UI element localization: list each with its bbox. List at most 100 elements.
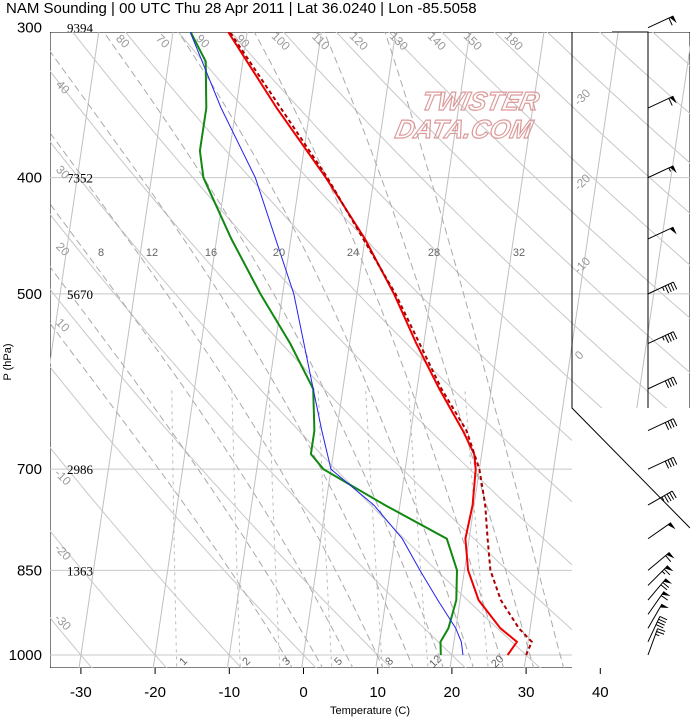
wind-barb-staff [647, 15, 674, 29]
adiabat-label: 150 [461, 29, 485, 53]
wind-barb [647, 551, 675, 571]
isotherm-left-label: -20 [52, 541, 74, 563]
wind-barb-feather [664, 460, 670, 469]
x-tick-label: -10 [218, 684, 240, 701]
wind-barb-feather [660, 595, 669, 601]
wind-barb-staff [647, 95, 674, 109]
pressure-tick-label: 500 [17, 286, 42, 303]
wind-barb-staff [647, 603, 663, 629]
wind-barb [647, 15, 677, 29]
adiabat-label: 90 [233, 31, 253, 51]
wind-barb-feather [670, 458, 675, 467]
wind-barb-staff [647, 165, 674, 179]
wind-barb-flag [661, 591, 671, 597]
mixing-ratio-label: 24 [347, 247, 359, 259]
wind-barb [647, 578, 673, 601]
x-tick-label: 20 [444, 684, 461, 701]
chart-title: NAM Sounding | 00 UTC Thu 28 Apr 2011 | … [6, 0, 477, 17]
wind-barb [647, 522, 676, 540]
wind-barb-feather [664, 380, 670, 389]
wind-barb-feather [667, 459, 672, 468]
wind-barb [647, 603, 669, 629]
wind-barb-feather [664, 495, 669, 503]
watermark-line1: TWISTER [419, 86, 542, 116]
wind-barb-feather [656, 631, 665, 635]
wind-barb-feather [667, 284, 672, 293]
wind-barb-half-feather [655, 633, 660, 637]
mixing-ratio-label: 16 [205, 247, 217, 259]
wind-barb [647, 628, 666, 656]
dry-adiabat-line [50, 213, 467, 668]
wind-barb-feather [668, 98, 673, 106]
mixing-ratio-line [231, 388, 241, 668]
wind-barb-feather [664, 422, 670, 430]
wind-barb-staff [647, 591, 665, 615]
x-tick-label: 0 [299, 684, 307, 701]
adiabat-label: 100 [269, 29, 293, 53]
wind-barb-feather [672, 331, 678, 340]
height-label: 7352 [67, 171, 93, 186]
wind-barb-feather [672, 418, 678, 427]
wind-barb-feather [662, 582, 670, 589]
mixing-ratio-label: 28 [428, 247, 440, 259]
isotherm-right-label: -30 [571, 86, 593, 108]
moist-adiabat-line [384, 32, 565, 668]
wind-barb-feather [670, 283, 675, 291]
wind-barb-feather [671, 490, 677, 499]
wind-barb [647, 281, 678, 295]
wind-barb-half-feather [662, 336, 665, 341]
moist-adiabat-line [50, 203, 354, 668]
wind-barb-flag [660, 604, 669, 609]
mixing-ratio-line [268, 388, 281, 668]
wind-barb [647, 490, 677, 506]
moist-adiabat-line [50, 50, 414, 668]
wind-barb [647, 226, 677, 240]
wind-barb-feather [668, 17, 673, 26]
x-tick-label: 30 [518, 684, 535, 701]
wind-barb-feather [667, 334, 672, 342]
wind-barb [647, 615, 668, 643]
isotherm-right-label: -10 [571, 254, 593, 276]
pressure-tick-label: 1000 [9, 647, 42, 664]
wind-barb [647, 591, 671, 615]
moist-adiabat-line [253, 32, 505, 668]
dry-adiabat-line [50, 70, 616, 668]
pressure-tick-label: 700 [17, 461, 42, 478]
mixing-ratio-bottom-label: 5 [332, 655, 345, 668]
wind-barb-flag [663, 578, 673, 584]
wind-barb-staff [647, 418, 674, 432]
isotherm-line [226, 32, 322, 668]
pressure-tick-label: 300 [17, 20, 42, 37]
wind-barb-feather [657, 621, 665, 626]
wind-barb-staff [647, 281, 674, 295]
wind-barb-feather [664, 335, 670, 343]
wind-barb-staff [647, 226, 674, 240]
dry-adiabat-line [50, 530, 168, 668]
wind-barb-half-feather [661, 570, 666, 575]
moist-adiabat-line [50, 131, 384, 668]
profile-dewpoint [189, 32, 459, 656]
x-axis-title: Temperature (C) [330, 705, 410, 717]
profile-temperature [227, 32, 519, 656]
moist-adiabat-line [103, 32, 445, 668]
wind-barb-staff [647, 376, 674, 390]
isotherm-line [523, 32, 619, 668]
isotherm-left-label: 20 [53, 239, 73, 259]
sounding-profiles [189, 32, 533, 656]
isotherm-line [375, 32, 471, 668]
wind-barb-flag [667, 522, 676, 530]
x-tick-label: 10 [369, 684, 386, 701]
profile-virtual-temperature [228, 32, 533, 656]
wind-barb [647, 456, 678, 470]
wind-barb-staff [647, 628, 659, 656]
wind-barb-staff [647, 616, 661, 643]
inset-edge [571, 407, 690, 529]
mixing-ratio-label: 32 [513, 247, 525, 259]
wind-barb-feather [670, 419, 675, 428]
isotherm-line [449, 32, 545, 668]
